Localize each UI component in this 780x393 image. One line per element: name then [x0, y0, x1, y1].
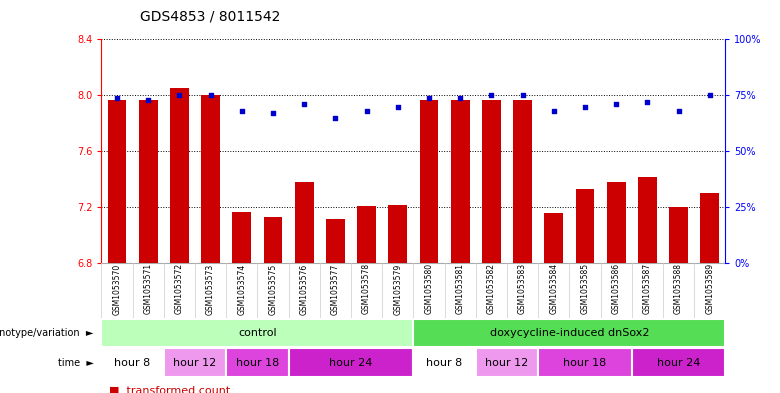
- Bar: [289, 348, 413, 376]
- Bar: [201, 95, 220, 263]
- Text: GDS4853 / 8011542: GDS4853 / 8011542: [140, 9, 281, 24]
- Text: hour 18: hour 18: [236, 358, 279, 367]
- Text: GSM1053571: GSM1053571: [144, 263, 153, 314]
- Text: GSM1053586: GSM1053586: [612, 263, 621, 314]
- Bar: [451, 99, 470, 263]
- Text: hour 24: hour 24: [657, 358, 700, 367]
- Text: GSM1053577: GSM1053577: [331, 263, 340, 314]
- Bar: [669, 207, 688, 263]
- Point: [704, 92, 716, 98]
- Text: GSM1053582: GSM1053582: [487, 263, 496, 314]
- Point: [454, 94, 466, 101]
- Text: control: control: [238, 328, 277, 338]
- Bar: [632, 348, 725, 376]
- Point: [142, 97, 154, 103]
- Bar: [607, 182, 626, 263]
- Text: time  ►: time ►: [58, 358, 94, 367]
- Text: GSM1053581: GSM1053581: [456, 263, 465, 314]
- Bar: [357, 206, 376, 263]
- Bar: [164, 348, 226, 376]
- Text: GSM1053584: GSM1053584: [549, 263, 558, 314]
- Text: GSM1053583: GSM1053583: [518, 263, 527, 314]
- Point: [392, 103, 404, 110]
- Text: GSM1053576: GSM1053576: [300, 263, 309, 314]
- Text: GSM1053589: GSM1053589: [705, 263, 714, 314]
- Bar: [420, 99, 438, 263]
- Bar: [226, 348, 289, 376]
- Point: [641, 99, 654, 105]
- Bar: [139, 99, 158, 263]
- Point: [173, 92, 186, 98]
- Text: GSM1053575: GSM1053575: [268, 263, 278, 314]
- Point: [672, 108, 685, 114]
- Bar: [170, 88, 189, 263]
- Bar: [638, 176, 657, 263]
- Bar: [513, 99, 532, 263]
- Text: doxycycline-induced dnSox2: doxycycline-induced dnSox2: [490, 328, 649, 338]
- Point: [579, 103, 591, 110]
- Text: GSM1053585: GSM1053585: [580, 263, 590, 314]
- Point: [548, 108, 560, 114]
- Text: GSM1053587: GSM1053587: [643, 263, 652, 314]
- Bar: [544, 213, 563, 263]
- Point: [516, 92, 529, 98]
- Text: GSM1053578: GSM1053578: [362, 263, 371, 314]
- Text: GSM1053574: GSM1053574: [237, 263, 246, 314]
- Point: [204, 92, 217, 98]
- Bar: [326, 219, 345, 263]
- Text: genotype/variation  ►: genotype/variation ►: [0, 328, 94, 338]
- Point: [236, 108, 248, 114]
- Text: GSM1053572: GSM1053572: [175, 263, 184, 314]
- Bar: [482, 99, 501, 263]
- Point: [360, 108, 373, 114]
- Bar: [388, 204, 407, 263]
- Text: hour 12: hour 12: [485, 358, 529, 367]
- Point: [267, 110, 279, 116]
- Text: hour 12: hour 12: [173, 358, 217, 367]
- Bar: [101, 348, 164, 376]
- Point: [610, 101, 622, 107]
- Bar: [413, 319, 725, 347]
- Point: [329, 114, 342, 121]
- Bar: [576, 189, 594, 263]
- Bar: [700, 193, 719, 263]
- Text: GSM1053573: GSM1053573: [206, 263, 215, 314]
- Point: [423, 94, 435, 101]
- Bar: [101, 319, 413, 347]
- Text: hour 8: hour 8: [427, 358, 463, 367]
- Bar: [264, 217, 282, 263]
- Text: hour 18: hour 18: [563, 358, 607, 367]
- Text: GSM1053588: GSM1053588: [674, 263, 683, 314]
- Text: hour 24: hour 24: [329, 358, 373, 367]
- Text: ■  transformed count: ■ transformed count: [109, 386, 230, 393]
- Point: [111, 94, 123, 101]
- Text: hour 8: hour 8: [115, 358, 151, 367]
- Bar: [232, 211, 251, 263]
- Bar: [476, 348, 538, 376]
- Point: [485, 92, 498, 98]
- Bar: [108, 99, 126, 263]
- Bar: [538, 348, 632, 376]
- Point: [298, 101, 310, 107]
- Text: GSM1053580: GSM1053580: [424, 263, 434, 314]
- Text: GSM1053579: GSM1053579: [393, 263, 402, 314]
- Text: GSM1053570: GSM1053570: [112, 263, 122, 314]
- Bar: [413, 348, 476, 376]
- Bar: [295, 182, 314, 263]
